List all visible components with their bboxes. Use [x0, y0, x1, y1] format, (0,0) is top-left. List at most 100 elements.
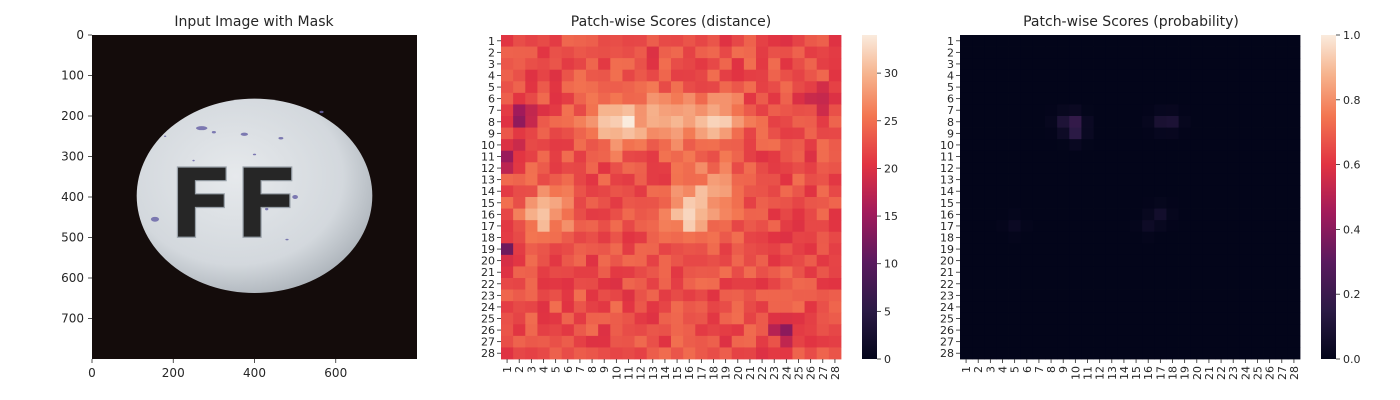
heatmap-cell-r13-c12: [1093, 173, 1107, 186]
x-tick-label: 11: [623, 366, 636, 380]
heatmap-cell-r23-c28: [1287, 289, 1301, 302]
colorbar-tick-label: 15: [884, 210, 898, 223]
y-tick: 18: [940, 232, 960, 245]
heatmap-cell-r10-c12: [634, 139, 648, 152]
y-tick-label: 9: [947, 127, 954, 140]
heatmap-cell-r17-c20: [1190, 220, 1204, 233]
heatmap-cell-r22-c1: [960, 278, 973, 290]
heatmap-cell-r1-c15: [1130, 35, 1143, 47]
y-tick-label: 26: [940, 324, 954, 337]
heatmap-cell-r1-c23: [768, 35, 781, 47]
heatmap-cell-r21-c23: [1227, 266, 1240, 279]
heatmap-cell-r1-c12: [634, 35, 648, 47]
heatmap-cell-r11-c11: [1081, 150, 1094, 163]
heatmap-cell-r7-c7: [1032, 104, 1046, 117]
heatmap-cell-r9-c25: [792, 127, 805, 140]
heatmap-cell-r16-c4: [537, 208, 550, 221]
heatmap-cell-r28-c9: [598, 347, 611, 360]
heatmap-cell-r19-c11: [622, 243, 635, 256]
heatmap-cell-r7-c5: [1008, 104, 1022, 117]
heatmap-cell-r19-c11: [1081, 243, 1094, 256]
heatmap-cell-r13-c24: [1239, 173, 1252, 186]
heatmap-cell-r22-c20: [1190, 278, 1204, 290]
heatmap-cell-r9-c5: [549, 127, 563, 140]
x-tick-label: 15: [1130, 366, 1143, 380]
heatmap-cell-r9-c21: [1202, 127, 1216, 140]
heatmap-cell-r20-c19: [719, 254, 733, 267]
heatmap-cell-r5-c24: [780, 81, 793, 94]
heatmap-cell-r14-c23: [768, 185, 781, 198]
heatmap-cell-r12-c10: [1069, 162, 1082, 175]
heatmap-cell-r15-c4: [537, 197, 550, 209]
heatmap-cell-r26-c2: [513, 324, 526, 337]
heatmap-cell-r4-c22: [756, 69, 769, 82]
heatmap-cell-r1-c28: [1287, 35, 1301, 47]
heatmap-cell-r9-c14: [1117, 127, 1131, 140]
heatmap-cell-r17-c23: [1227, 220, 1240, 233]
heatmap-cell-r25-c18: [707, 312, 720, 325]
heatmap-cell-r15-c27: [1275, 197, 1289, 209]
heatmap-cell-r20-c9: [1057, 254, 1070, 267]
heatmap-cell-r13-c16: [683, 173, 696, 186]
heatmap-cell-r11-c10: [1069, 150, 1082, 163]
x-tick-label: 16: [683, 366, 696, 380]
heatmap-cell-r20-c6: [561, 254, 575, 267]
heatmap-cell-r23-c11: [622, 289, 635, 302]
heatmap-cell-r28-c14: [658, 347, 672, 360]
x-tick-label: 17: [1154, 366, 1167, 380]
heatmap-cell-r11-c2: [972, 150, 985, 163]
heatmap-cell-r8-c10: [1069, 116, 1082, 128]
heatmap-cell-r9-c1: [960, 127, 973, 140]
heatmap-cell-r11-c3: [984, 150, 997, 163]
heatmap-cell-r5-c3: [525, 81, 538, 94]
heatmap-cell-r22-c27: [1275, 278, 1289, 290]
heatmap-cell-r24-c20: [731, 301, 745, 314]
heatmap-cell-r8-c7: [1032, 116, 1046, 128]
heatmap-cell-r1-c21: [743, 35, 757, 47]
heatmap-cell-r14-c7: [573, 185, 587, 198]
heatmap-cell-r6-c2: [513, 92, 526, 105]
heatmap-cell-r16-c23: [768, 208, 781, 221]
heatmap-cell-r27-c26: [1263, 335, 1277, 348]
heatmap-cell-r25-c6: [561, 312, 575, 325]
heatmap-cell-r8-c11: [622, 116, 635, 128]
heatmap-cell-r11-c22: [1215, 150, 1228, 163]
heatmap-cell-r21-c13: [1105, 266, 1119, 279]
distance-heatmap-panel: Patch-wise Scores (distance) 1 2 3 4 5 6 7 8 9 10…: [481, 14, 898, 380]
heatmap-cell-r11-c13: [1105, 150, 1119, 163]
heatmap-cell-r2-c15: [671, 46, 684, 59]
heatmap-cell-r13-c5: [549, 173, 563, 186]
heatmap-cell-r24-c12: [634, 301, 648, 314]
heatmap-cell-r17-c6: [561, 220, 575, 233]
heatmap-cell-r10-c22: [756, 139, 769, 152]
heatmap-cell-r10-c2: [513, 139, 526, 152]
heatmap-cell-r17-c20: [731, 220, 745, 233]
heatmap-cell-r1-c26: [1263, 35, 1277, 47]
heatmap-cell-r19-c2: [513, 243, 526, 256]
heatmap-cell-r8-c28: [828, 116, 842, 128]
heatmap-cell-r18-c10: [1069, 231, 1082, 244]
heatmap-cell-r1-c3: [984, 35, 997, 47]
heatmap-cell-r18-c2: [513, 231, 526, 244]
heatmap-cell-r12-c21: [743, 162, 757, 175]
y-tick-label: 8: [488, 116, 495, 129]
heatmap-cell-r2-c27: [816, 46, 830, 59]
heatmap-cell-r16-c15: [1130, 208, 1143, 221]
heatmap-cell-r21-c24: [1239, 266, 1252, 279]
heatmap-cell-r24-c4: [537, 301, 550, 314]
heatmap-cell-r10-c15: [1130, 139, 1143, 152]
heatmap-cell-r5-c14: [1117, 81, 1131, 94]
heatmap-cell-r17-c23: [768, 220, 781, 233]
heatmap-cell-r7-c12: [634, 104, 648, 117]
heatmap-cell-r1-c1: [501, 35, 514, 47]
heatmap-cell-r12-c26: [804, 162, 818, 175]
heatmap-cell-r23-c27: [816, 289, 830, 302]
y-tick-label: 15: [481, 197, 495, 210]
heatmap-cell-r6-c23: [1227, 92, 1240, 105]
heatmap-cell-r28-c9: [1057, 347, 1070, 360]
heatmap-cell-r3-c2: [513, 58, 526, 71]
heatmap-cell-r16-c20: [1190, 208, 1204, 221]
heatmap-cell-r13-c18: [707, 173, 720, 186]
heatmap-cell-r14-c8: [586, 185, 599, 198]
heatmap-cell-r21-c8: [586, 266, 599, 279]
